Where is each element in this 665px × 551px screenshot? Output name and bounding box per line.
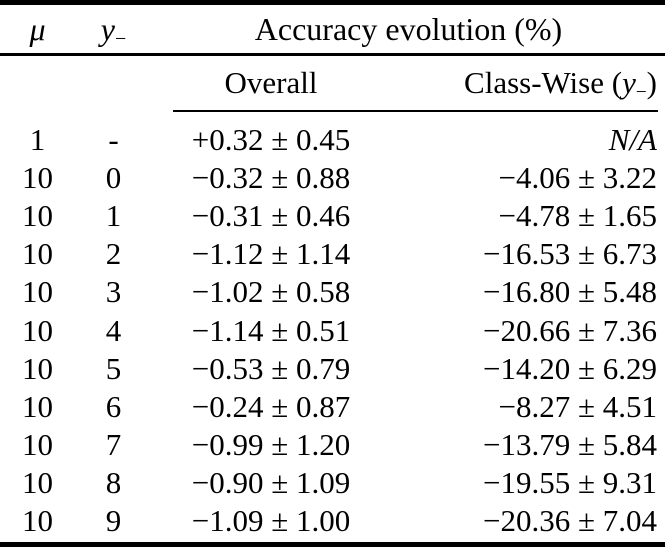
table-row: 10 4 −1.14 ± 0.51 −20.66 ± 7.36 xyxy=(0,311,665,349)
overall-value: −1.02 ± 0.58 xyxy=(191,274,351,310)
y-minus-value: 9 xyxy=(105,502,122,538)
class-wise-label-close-paren: ) xyxy=(646,65,657,100)
y-minus-value: 7 xyxy=(105,426,122,462)
table-bottom-rule xyxy=(0,542,665,547)
table-row: 10 7 −0.99 ± 1.20 −13.79 ± 5.84 xyxy=(0,426,665,464)
y-subscript-minus: − xyxy=(115,27,127,50)
mu-value: 10 xyxy=(22,426,53,462)
y-minus-value: - xyxy=(108,122,119,158)
overall-value: −1.09 ± 1.00 xyxy=(191,502,351,538)
class-wise-value: −19.55 ± 9.31 xyxy=(483,464,657,500)
class-wise-value: N/A xyxy=(608,122,657,158)
y-minus-value: 8 xyxy=(105,464,122,500)
class-wise-value: −20.66 ± 7.36 xyxy=(483,312,657,348)
table-row: 10 2 −1.12 ± 1.14 −16.53 ± 6.73 xyxy=(0,235,665,273)
y-minus-value: 4 xyxy=(105,312,122,348)
overall-value: −0.24 ± 0.87 xyxy=(191,388,351,424)
y-minus-value: 2 xyxy=(105,236,122,272)
col-header-mu: μ xyxy=(0,11,75,48)
class-wise-value: −20.36 ± 7.04 xyxy=(483,502,657,538)
class-wise-y-subscript-minus: − xyxy=(635,81,647,103)
table-body: 1 - +0.32 ± 0.45 N/A 10 0 −0.32 ± 0.88 −… xyxy=(0,121,665,540)
mu-value: 10 xyxy=(22,198,53,234)
overall-value: −0.31 ± 0.46 xyxy=(191,198,351,234)
overall-value: −0.99 ± 1.20 xyxy=(191,426,351,462)
mu-value: 10 xyxy=(22,236,53,272)
y-symbol: y xyxy=(100,10,115,47)
class-wise-value: −16.80 ± 5.48 xyxy=(483,274,657,310)
mu-value: 10 xyxy=(22,388,53,424)
y-minus-value: 6 xyxy=(105,388,122,424)
col-header-accuracy-evolution: Accuracy evolution (%) xyxy=(254,10,563,47)
col-header-y-minus: y− xyxy=(75,10,152,50)
mu-value: 10 xyxy=(22,274,53,310)
table-row: 10 9 −1.09 ± 1.00 −20.36 ± 7.04 xyxy=(0,502,665,540)
table-row: 10 8 −0.90 ± 1.09 −19.55 ± 9.31 xyxy=(0,464,665,502)
mu-value: 10 xyxy=(22,464,53,500)
class-wise-value: −13.79 ± 5.84 xyxy=(483,426,657,462)
mu-value: 10 xyxy=(22,312,53,348)
class-wise-value: −16.53 ± 6.73 xyxy=(483,236,657,272)
mu-symbol: μ xyxy=(29,10,46,47)
header-row: μ y− Accuracy evolution (%) xyxy=(0,5,665,53)
table-top-rule xyxy=(0,0,665,5)
overall-value: −0.32 ± 0.88 xyxy=(191,160,351,196)
mu-value: 10 xyxy=(22,350,53,386)
table-row: 10 5 −0.53 ± 0.79 −14.20 ± 6.29 xyxy=(0,350,665,388)
subheader-divider-rule xyxy=(173,110,658,112)
header-divider-rule xyxy=(0,53,665,56)
y-minus-value: 0 xyxy=(105,160,122,196)
overall-value: −1.14 ± 0.51 xyxy=(191,312,351,348)
y-minus-value: 3 xyxy=(105,274,122,310)
y-minus-value: 1 xyxy=(105,198,122,234)
mu-value: 10 xyxy=(22,502,53,538)
mu-value: 10 xyxy=(22,160,53,196)
table-row: 10 1 −0.31 ± 0.46 −4.78 ± 1.65 xyxy=(0,197,665,235)
overall-value: −0.53 ± 0.79 xyxy=(191,350,351,386)
class-wise-value: −8.27 ± 4.51 xyxy=(498,388,658,424)
overall-value: −1.12 ± 1.14 xyxy=(191,236,351,272)
overall-value: −0.90 ± 1.09 xyxy=(191,464,351,500)
class-wise-value: −4.78 ± 1.65 xyxy=(498,198,658,234)
table-row: 10 6 −0.24 ± 0.87 −8.27 ± 4.51 xyxy=(0,388,665,426)
table-row: 10 0 −0.32 ± 0.88 −4.06 ± 3.22 xyxy=(0,159,665,197)
table-row: 1 - +0.32 ± 0.45 N/A xyxy=(0,121,665,159)
class-wise-label: Class-Wise ( xyxy=(464,65,623,100)
class-wise-value: −4.06 ± 3.22 xyxy=(498,160,658,196)
class-wise-y-symbol: y xyxy=(622,65,636,100)
subheader-row: Overall Class-Wise (y−) xyxy=(0,56,665,110)
y-minus-value: 5 xyxy=(105,350,122,386)
col-header-class-wise: Class-Wise (y−) xyxy=(390,65,665,103)
overall-value: +0.32 ± 0.45 xyxy=(191,122,351,158)
class-wise-value: −14.20 ± 6.29 xyxy=(483,350,657,386)
table-row: 10 3 −1.02 ± 0.58 −16.80 ± 5.48 xyxy=(0,273,665,311)
col-header-overall: Overall xyxy=(224,65,318,100)
mu-value: 1 xyxy=(29,122,46,158)
